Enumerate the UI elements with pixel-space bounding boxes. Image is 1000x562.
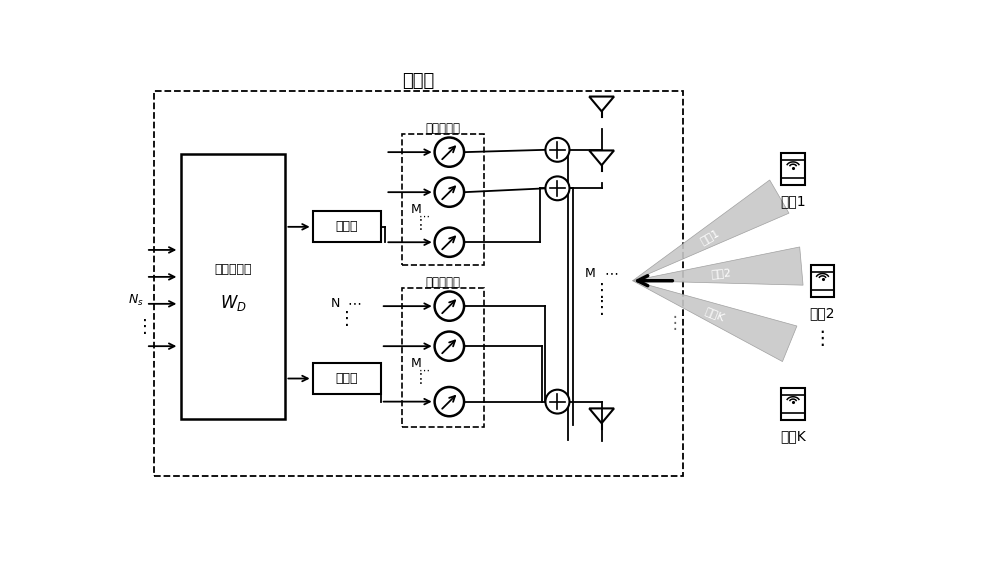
Text: 用户K: 用户K [780, 429, 806, 443]
FancyBboxPatch shape [402, 288, 484, 427]
Text: M: M [411, 203, 422, 216]
FancyBboxPatch shape [154, 90, 683, 475]
FancyBboxPatch shape [811, 265, 834, 297]
Text: M: M [411, 357, 422, 370]
Text: 模拟预编码: 模拟预编码 [426, 122, 461, 135]
Circle shape [435, 292, 464, 321]
Text: 模拟预编码: 模拟预编码 [426, 276, 461, 289]
Text: ⋯: ⋯ [419, 212, 430, 222]
Text: ⋮: ⋮ [413, 372, 427, 386]
Text: ⋮: ⋮ [413, 218, 427, 232]
FancyBboxPatch shape [313, 211, 381, 242]
Text: N: N [330, 297, 340, 310]
Text: 射频链: 射频链 [335, 372, 358, 385]
Circle shape [545, 389, 569, 414]
Polygon shape [633, 247, 803, 285]
Text: ⋮: ⋮ [338, 310, 356, 328]
Text: ⋮: ⋮ [136, 318, 154, 336]
Text: ⋯: ⋯ [604, 266, 618, 280]
Text: 用户1: 用户1 [780, 194, 806, 209]
Text: 波束1: 波束1 [698, 227, 721, 246]
Text: ⋮: ⋮ [593, 298, 611, 316]
Circle shape [545, 138, 569, 162]
Text: ⋯: ⋯ [419, 366, 430, 376]
Circle shape [435, 138, 464, 167]
Polygon shape [633, 281, 797, 361]
FancyBboxPatch shape [781, 153, 805, 185]
Text: $N_s$: $N_s$ [128, 292, 144, 307]
Text: $W_D$: $W_D$ [220, 293, 247, 314]
Text: ⋯: ⋯ [347, 296, 361, 310]
Circle shape [435, 178, 464, 207]
FancyBboxPatch shape [781, 388, 805, 420]
FancyBboxPatch shape [181, 153, 285, 419]
Text: 波束K: 波束K [703, 305, 726, 322]
Circle shape [435, 332, 464, 361]
Text: 用户2: 用户2 [810, 306, 835, 320]
Text: 波束2: 波束2 [710, 267, 732, 279]
FancyBboxPatch shape [402, 134, 484, 265]
Text: ⋮: ⋮ [813, 329, 832, 348]
Text: ⋮: ⋮ [667, 314, 684, 332]
Text: 射频链: 射频链 [335, 220, 358, 233]
Text: 数字预编码: 数字预编码 [214, 263, 252, 276]
Text: M: M [585, 266, 595, 279]
Circle shape [435, 228, 464, 257]
Circle shape [545, 176, 569, 200]
Circle shape [435, 387, 464, 416]
Polygon shape [633, 180, 789, 281]
Text: 基站端: 基站端 [403, 72, 435, 90]
Text: ⋮: ⋮ [593, 282, 611, 300]
FancyBboxPatch shape [313, 363, 381, 394]
